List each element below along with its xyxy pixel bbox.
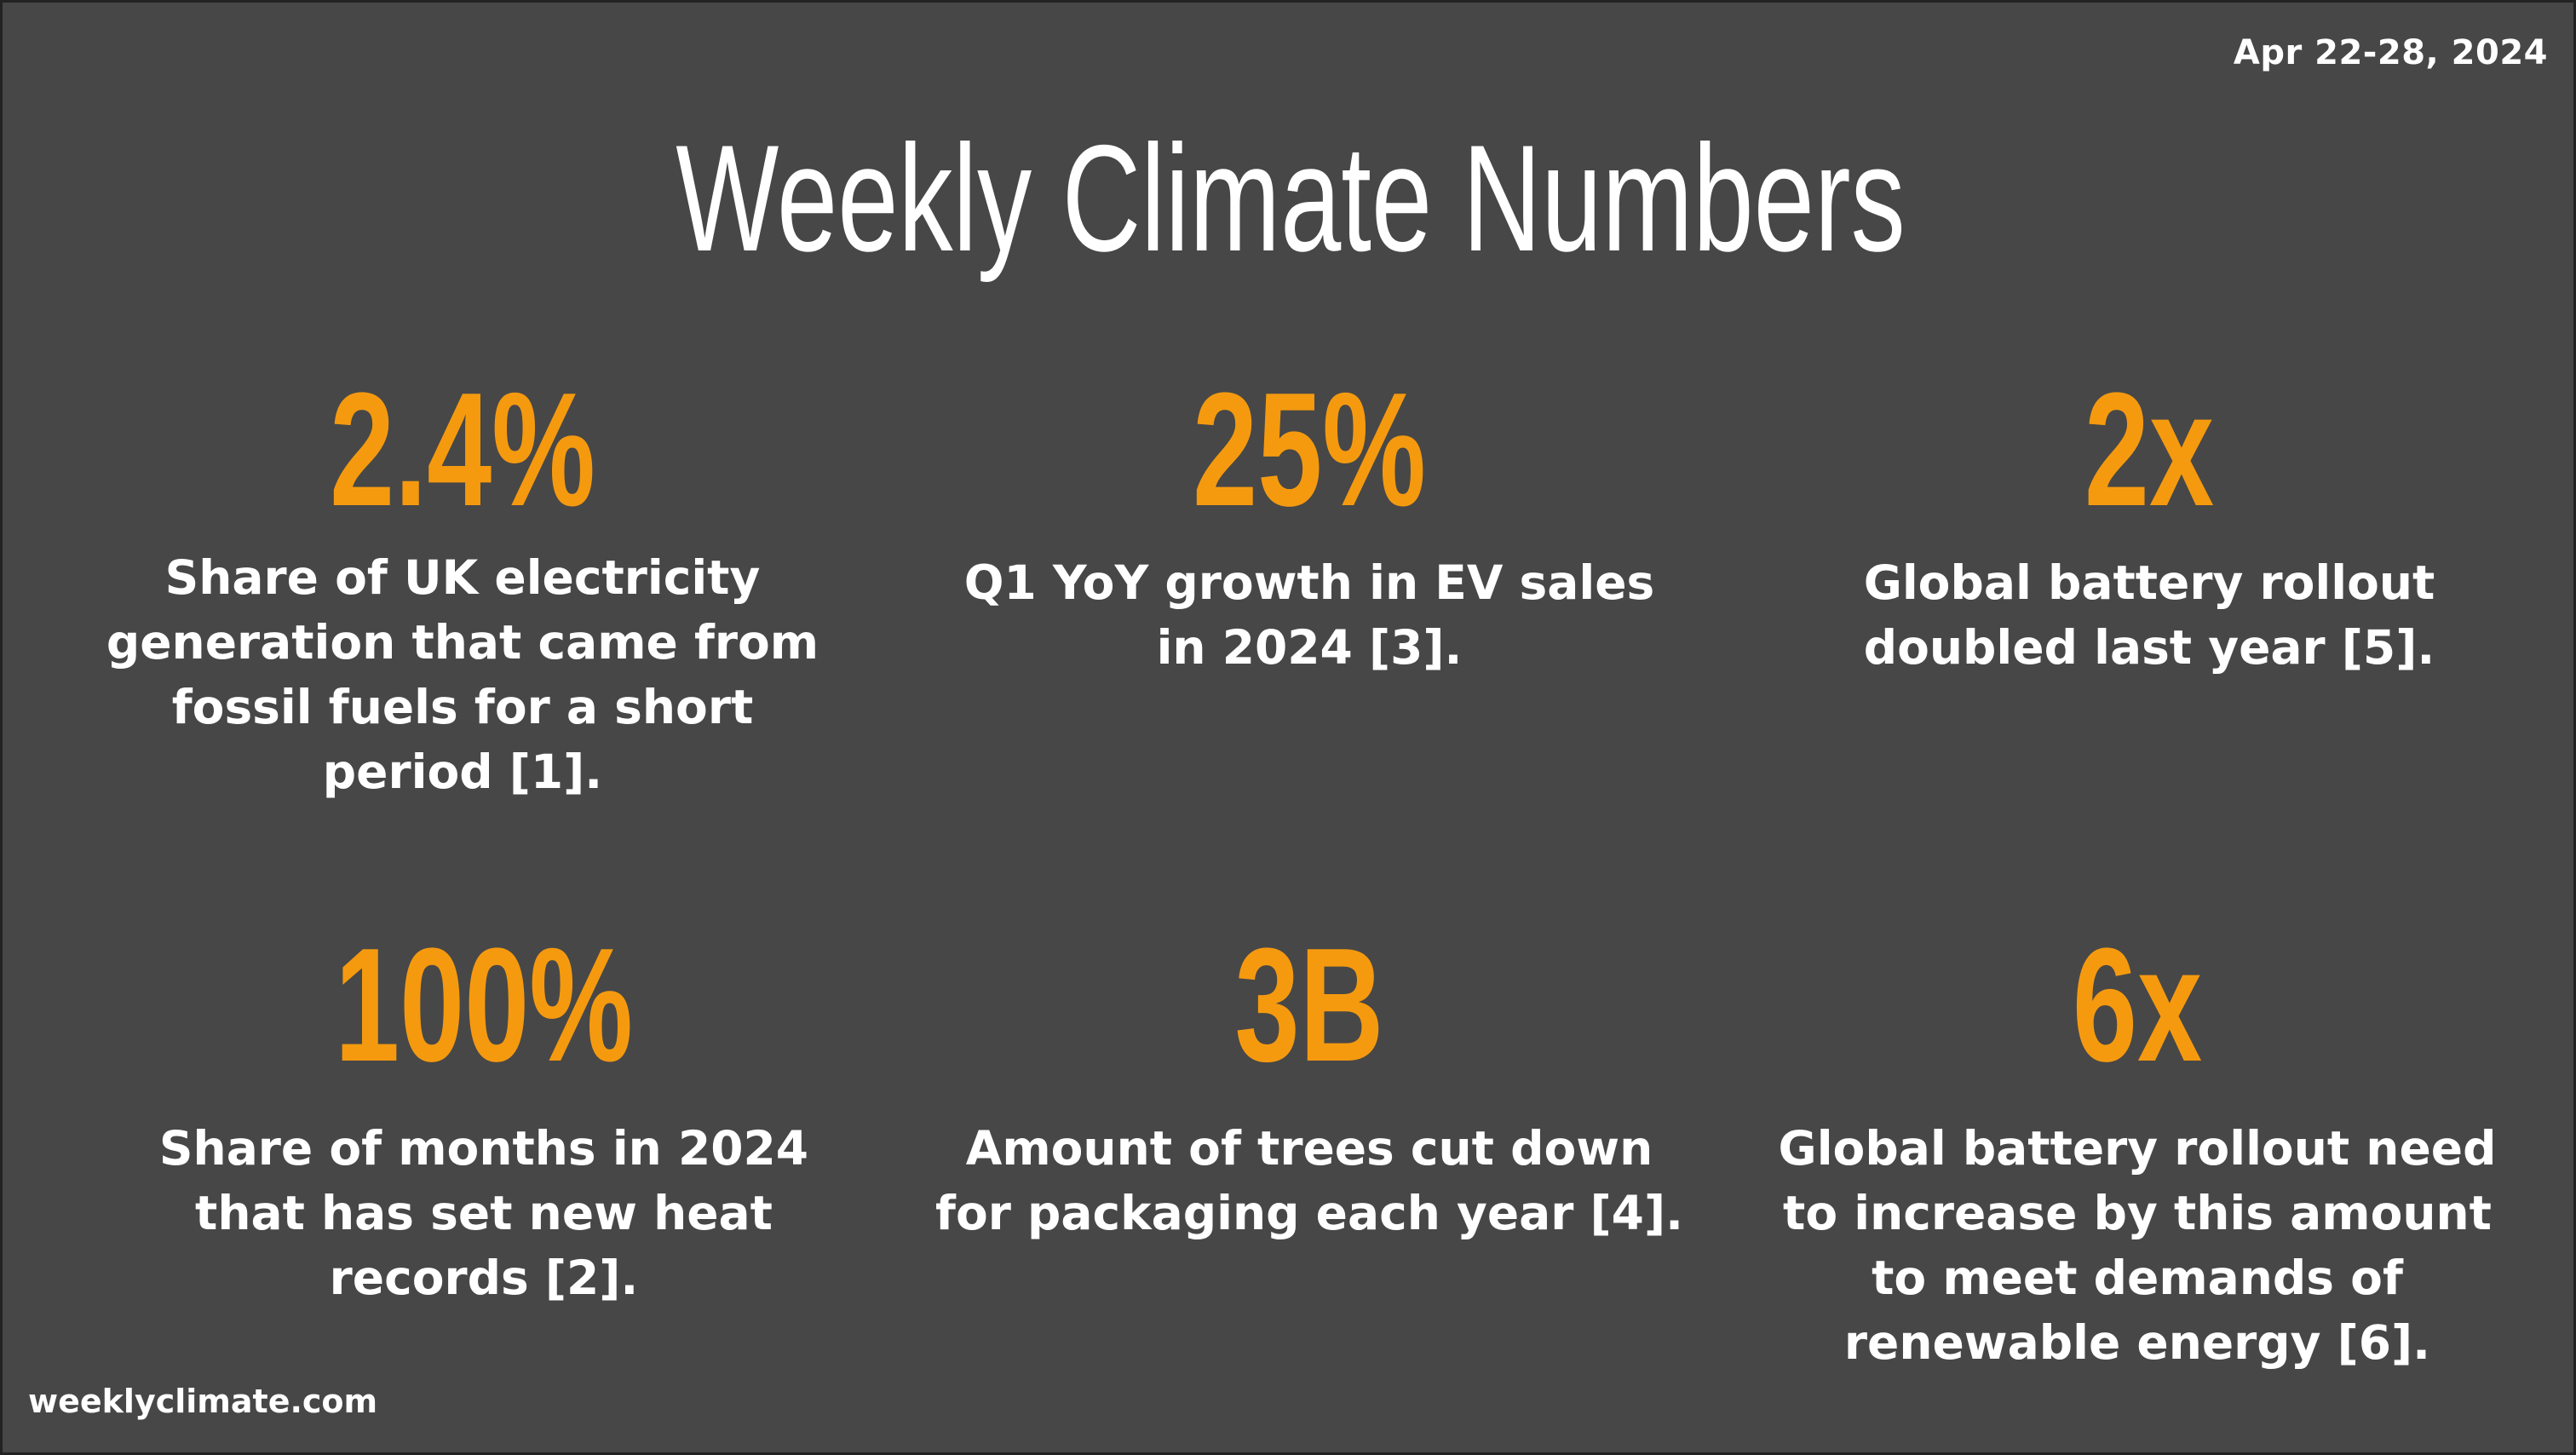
stat-card-ev-growth: 25% Q1 YoY growth in EV sales in 2024 [3… — [926, 360, 1693, 680]
stat-card-trees-packaging: 3B Amount of trees cut down for packagin… — [926, 916, 1693, 1245]
stat-value: 25% — [1193, 359, 1426, 540]
stat-card-battery-increase: 6x Global battery rollout need to increa… — [1754, 916, 2521, 1375]
stat-card-heat-records: 100% Share of months in 2024 that has se… — [101, 916, 867, 1310]
stat-description: Q1 YoY growth in EV sales in 2024 [3]. — [963, 555, 1655, 675]
stat-value: 2.4% — [330, 359, 595, 540]
stat-description: Share of UK electricity generation that … — [106, 550, 819, 799]
stat-value: 100% — [335, 915, 633, 1096]
stat-description: Global battery rollout doubled last year… — [1863, 555, 2435, 675]
stat-value: 2x — [2084, 359, 2215, 540]
site-url: weeklyclimate.com — [28, 1383, 378, 1420]
stat-value: 6x — [2072, 915, 2203, 1096]
date-range: Apr 22-28, 2024 — [2233, 33, 2548, 72]
stat-value: 3B — [1234, 915, 1384, 1096]
stat-card-battery-doubled: 2x Global battery rollout doubled last y… — [1766, 360, 2533, 680]
stat-description: Global battery rollout need to increase … — [1778, 1121, 2497, 1370]
stat-description: Share of months in 2024 that has set new… — [158, 1121, 809, 1305]
page-title: Weekly Climate Numbers — [676, 113, 1906, 283]
stat-card-uk-fossil-share: 2.4% Share of UK electricity generation … — [79, 360, 846, 804]
stat-description: Amount of trees cut down for packaging e… — [935, 1121, 1683, 1240]
